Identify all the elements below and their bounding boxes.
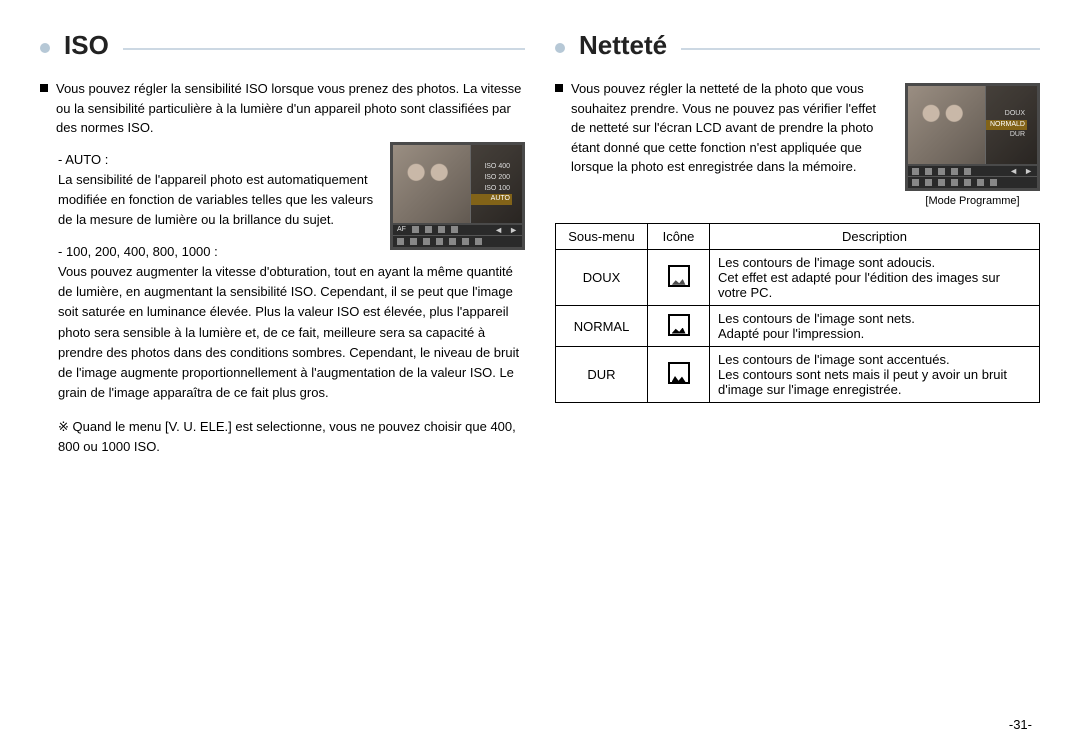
film-icon (475, 238, 482, 245)
cell-submenu: DUR (556, 347, 648, 403)
range-label: - 100, 200, 400, 800, 1000 : (58, 244, 218, 259)
lcd-item: ISO 100 (471, 184, 512, 195)
lcd-mode-icon (451, 226, 458, 233)
lcd-mode-icon (925, 168, 932, 175)
intro-row: Vous pouvez régler la netteté de la phot… (555, 79, 1040, 207)
iso-note: ※ Quand le menu [V. U. ELE.] est selecti… (58, 417, 525, 457)
film-icon (410, 238, 417, 245)
film-icon (423, 238, 430, 245)
col-header: Icône (648, 224, 710, 250)
intro-row: Vous pouvez régler la sensibilité ISO lo… (40, 79, 525, 138)
lcd-mode-icon (425, 226, 432, 233)
cell-description: Les contours de l'image sont nets. Adapt… (710, 306, 1040, 347)
film-icon (925, 179, 932, 186)
lcd-caption: [Mode Programme] (905, 195, 1040, 207)
lcd-mode-icon (438, 226, 445, 233)
square-bullet (40, 84, 48, 92)
manual-page: ISO Vous pouvez régler la sensibilité IS… (40, 30, 1040, 457)
sharpness-hard-icon (668, 362, 690, 384)
range-text: Vous pouvez augmenter la vitesse d'obtur… (58, 264, 519, 400)
intro-text: Vous pouvez régler la netteté de la phot… (571, 79, 893, 177)
header-bullet (555, 43, 565, 53)
lcd-item: ISO 200 (471, 173, 512, 184)
lcd-item: DOUX (986, 109, 1027, 120)
sharpness-soft-icon (668, 265, 690, 287)
film-icon (449, 238, 456, 245)
film-icon (990, 179, 997, 186)
column-iso: ISO Vous pouvez régler la sensibilité IS… (40, 30, 525, 457)
film-icon (964, 179, 971, 186)
cell-description: Les contours de l'image sont adoucis. Ce… (710, 250, 1040, 306)
auto-label: - AUTO : (58, 152, 108, 167)
sharpness-table: Sous-menu Icône Description DOUX Les con… (555, 223, 1040, 403)
film-icon (951, 179, 958, 186)
cell-icon (648, 306, 710, 347)
table-row: NORMAL Les contours de l'image sont nets… (556, 306, 1040, 347)
section-header-nettete: Netteté (555, 30, 1040, 61)
cell-description: Les contours de l'image sont accentués. … (710, 347, 1040, 403)
section-title: Netteté (579, 30, 667, 61)
page-number: -31- (1009, 717, 1032, 732)
lcd-preview-nettete: DOUX NORMALD DUR ◄ ► (905, 83, 1040, 191)
intro-text: Vous pouvez régler la sensibilité ISO lo… (56, 79, 525, 138)
arrow-left-icon: ◄ (494, 225, 503, 235)
lcd-preview-iso: ISO 400 ISO 200 ISO 100 AUTO AF ◄ ► (390, 142, 525, 250)
lcd-menu-iso: ISO 400 ISO 200 ISO 100 AUTO (470, 145, 522, 223)
lcd-item: DUR (986, 130, 1027, 141)
lcd-item: ISO 400 (471, 162, 512, 173)
header-rule (681, 48, 1040, 50)
auto-block: - AUTO : La sensibilité de l'appareil ph… (40, 138, 525, 263)
column-nettete: Netteté Vous pouvez régler la netteté de… (555, 30, 1040, 457)
section-title: ISO (64, 30, 109, 61)
section-header-iso: ISO (40, 30, 525, 61)
arrow-right-icon: ► (1024, 166, 1033, 176)
film-icon (912, 179, 919, 186)
lcd-af-label: AF (397, 226, 406, 233)
lcd-mode-icon (412, 226, 419, 233)
cell-submenu: DOUX (556, 250, 648, 306)
lcd-item-selected: NORMALD (986, 120, 1027, 131)
film-icon (436, 238, 443, 245)
film-icon (397, 238, 404, 245)
film-icon (462, 238, 469, 245)
col-header: Sous-menu (556, 224, 648, 250)
auto-text: La sensibilité de l'appareil photo est a… (58, 172, 373, 227)
sharpness-normal-icon (668, 314, 690, 336)
lcd-mode-icon (951, 168, 958, 175)
lcd-menu-nettete: DOUX NORMALD DUR (985, 86, 1037, 164)
cell-submenu: NORMAL (556, 306, 648, 347)
film-icon (977, 179, 984, 186)
table-row: DUR Les contours de l'image sont accentu… (556, 347, 1040, 403)
lcd-item-selected: AUTO (471, 194, 512, 205)
lcd-mode-icon (964, 168, 971, 175)
lcd-mode-icon (938, 168, 945, 175)
film-icon (938, 179, 945, 186)
header-bullet (40, 43, 50, 53)
table-row: DOUX Les contours de l'image sont adouci… (556, 250, 1040, 306)
arrow-left-icon: ◄ (1009, 166, 1018, 176)
lcd-mode-icon (912, 168, 919, 175)
cell-icon (648, 347, 710, 403)
arrow-right-icon: ► (509, 225, 518, 235)
header-rule (123, 48, 525, 50)
table-header-row: Sous-menu Icône Description (556, 224, 1040, 250)
col-header: Description (710, 224, 1040, 250)
cell-icon (648, 250, 710, 306)
square-bullet (555, 84, 563, 92)
